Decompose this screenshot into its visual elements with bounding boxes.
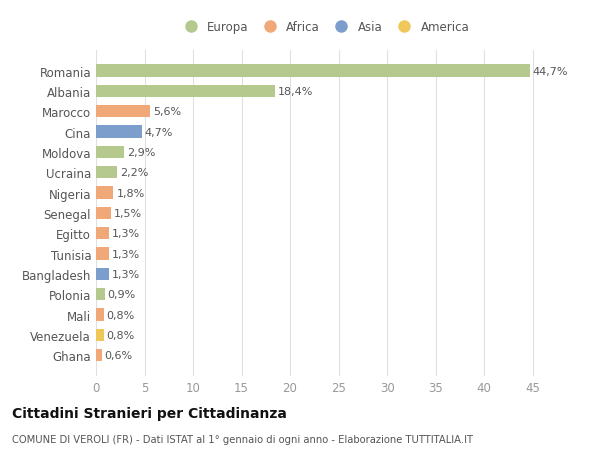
Text: COMUNE DI VEROLI (FR) - Dati ISTAT al 1° gennaio di ogni anno - Elaborazione TUT: COMUNE DI VEROLI (FR) - Dati ISTAT al 1°… xyxy=(12,434,473,444)
Text: 1,3%: 1,3% xyxy=(112,229,140,239)
Text: 0,6%: 0,6% xyxy=(105,351,133,360)
Text: Cittadini Stranieri per Cittadinanza: Cittadini Stranieri per Cittadinanza xyxy=(12,406,287,420)
Bar xyxy=(96,207,110,219)
Text: 1,8%: 1,8% xyxy=(116,188,145,198)
Bar xyxy=(96,329,104,341)
Bar xyxy=(96,106,151,118)
Bar xyxy=(96,228,109,240)
Bar xyxy=(96,146,124,159)
Text: 5,6%: 5,6% xyxy=(153,107,181,117)
Text: 0,8%: 0,8% xyxy=(107,310,135,320)
Text: 44,7%: 44,7% xyxy=(533,67,568,76)
Text: 1,3%: 1,3% xyxy=(112,249,140,259)
Text: 0,9%: 0,9% xyxy=(107,290,136,300)
Text: 1,3%: 1,3% xyxy=(112,269,140,279)
Text: 1,5%: 1,5% xyxy=(113,208,142,218)
Bar xyxy=(96,349,102,362)
Text: 0,8%: 0,8% xyxy=(107,330,135,340)
Bar xyxy=(96,126,142,138)
Bar xyxy=(96,309,104,321)
Text: 2,9%: 2,9% xyxy=(127,148,155,157)
Text: 18,4%: 18,4% xyxy=(277,87,313,97)
Bar xyxy=(96,187,113,199)
Bar xyxy=(96,85,275,98)
Text: 2,2%: 2,2% xyxy=(120,168,149,178)
Bar xyxy=(96,268,109,280)
Bar xyxy=(96,65,530,78)
Bar xyxy=(96,167,118,179)
Text: 4,7%: 4,7% xyxy=(145,127,173,137)
Bar xyxy=(96,248,109,260)
Legend: Europa, Africa, Asia, America: Europa, Africa, Asia, America xyxy=(175,17,473,37)
Bar xyxy=(96,289,105,301)
